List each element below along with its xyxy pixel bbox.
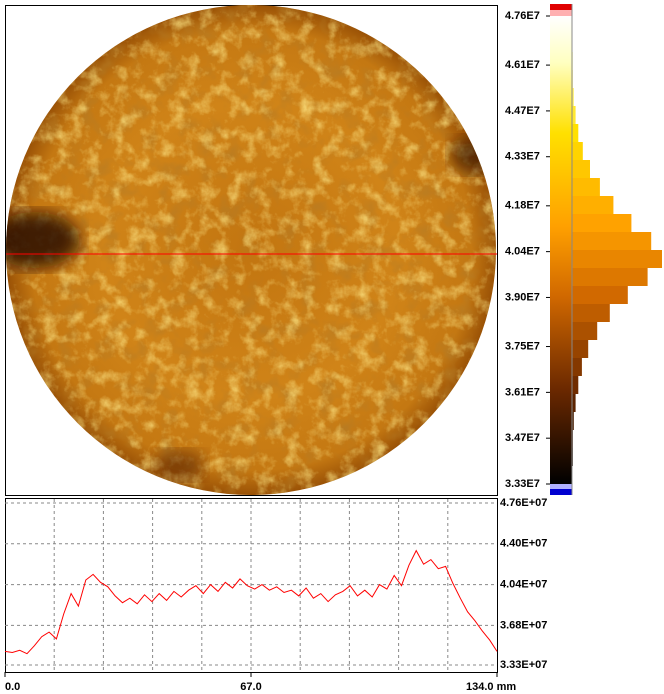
x-tick-label: 134.0 mm <box>466 681 516 693</box>
viewer: 4.76E7 4.61E7 4.47E7 4.33E7 4.18E7 4.04E7 3.90… <box>0 0 664 694</box>
histogram-bar <box>572 340 588 358</box>
y-tick-label: 3.68E+07 <box>500 619 547 631</box>
colorbar-tick-label: 3.33E7 <box>505 478 540 490</box>
y-tick-label: 4.04E+07 <box>500 578 547 590</box>
colorbar-tick-label: 4.76E7 <box>505 10 540 22</box>
histogram-bar <box>572 268 648 286</box>
colorbar-tick-label: 3.61E7 <box>505 386 540 398</box>
x-tick-label: 0.0 <box>5 681 20 693</box>
histogram-bar <box>572 394 576 412</box>
histogram-bar <box>572 142 583 160</box>
histogram-bar <box>572 250 662 268</box>
colorbar <box>550 16 572 484</box>
colorbar-tick-label: 4.18E7 <box>505 200 540 212</box>
histogram-bar <box>572 358 582 376</box>
histogram-bar <box>572 322 597 340</box>
histogram-bar <box>572 286 628 304</box>
colorbar-tick-label: 4.04E7 <box>505 246 540 258</box>
colorbar-tick-label: 4.47E7 <box>505 105 540 117</box>
colorbar-tick-label: 4.61E7 <box>505 59 540 71</box>
colorbar-tick-label: 3.75E7 <box>505 340 540 352</box>
colorbar-cap-high-light <box>550 10 572 16</box>
histogram-bar <box>572 304 610 322</box>
y-tick-label: 4.76E+07 <box>500 497 547 509</box>
histogram-bar <box>572 160 590 178</box>
colorbar-tick-label: 4.33E7 <box>505 151 540 163</box>
histogram-bar <box>572 124 578 142</box>
histogram-bar <box>572 214 631 232</box>
colorbar-cap-low-light <box>550 484 572 489</box>
histogram-bar <box>572 376 578 394</box>
histogram-bar <box>572 178 600 196</box>
histogram-bar <box>572 106 576 124</box>
colorbar-cap-high <box>550 4 572 10</box>
histogram-bar <box>572 196 613 214</box>
y-tick-label: 3.33E+07 <box>500 659 547 671</box>
histogram-bar <box>572 232 651 250</box>
x-tick-label: 67.0 <box>240 681 261 693</box>
y-tick-label: 4.40E+07 <box>500 538 547 550</box>
colorbar-tick-label: 3.47E7 <box>505 432 540 444</box>
colorbar-cap-low <box>550 489 572 495</box>
colorbar-tick-label: 3.90E7 <box>505 291 540 303</box>
